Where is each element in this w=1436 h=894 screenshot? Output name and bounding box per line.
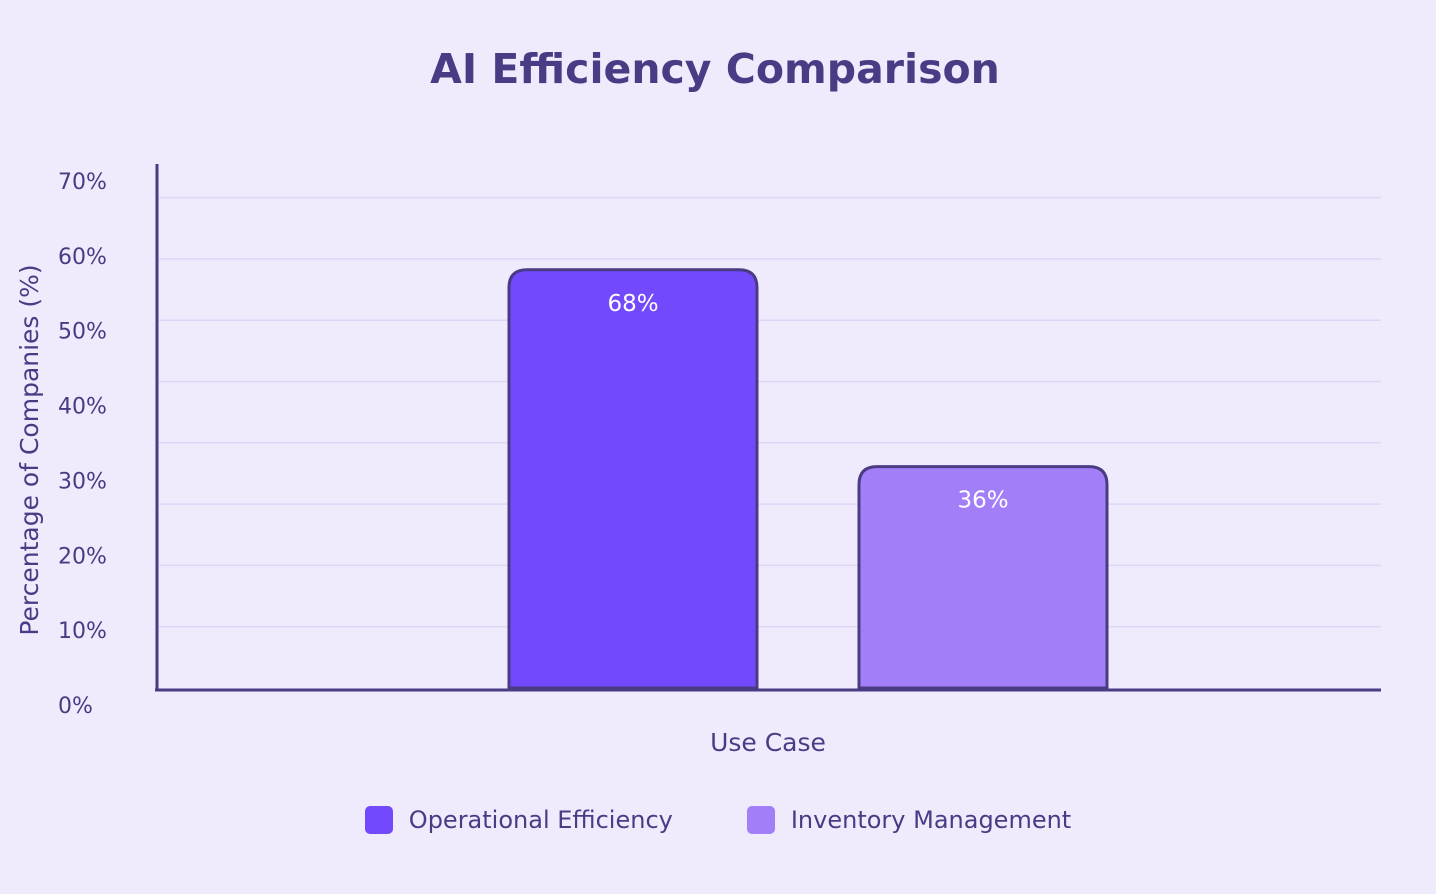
data-label: 36% — [957, 488, 1008, 514]
bars: 68% 36% — [507, 268, 1109, 690]
x-axis-label: Use Case — [710, 728, 826, 757]
data-label: 68% — [607, 291, 658, 317]
legend-label-operational-efficiency: Operational Efficiency — [408, 806, 673, 834]
legend-item-inventory-management: Inventory Management — [746, 806, 1072, 834]
y-axis-label: Percentage of Companies (%) — [15, 264, 44, 635]
y-tick-label: 70% — [58, 170, 107, 195]
legend-swatch-inventory-management — [746, 806, 775, 834]
legend-swatch-operational-efficiency — [364, 806, 393, 834]
y-tick-label: 60% — [58, 245, 107, 270]
chart-title: AI Efficiency Comparison — [430, 45, 1000, 93]
y-tick-label: 30% — [58, 469, 107, 494]
bar-operational-efficiency — [507, 268, 759, 690]
y-tick-label: 20% — [58, 544, 107, 569]
y-axis-ticks: 0% 10% 20% 30% 40% 50% 60% 70% — [58, 170, 107, 719]
legend-item-operational-efficiency: Operational Efficiency — [364, 806, 673, 834]
y-tick-label: 40% — [58, 395, 107, 420]
y-tick-label: 0% — [58, 694, 93, 719]
y-tick-label: 50% — [58, 320, 107, 345]
y-tick-label: 10% — [58, 619, 107, 644]
legend-label-inventory-management: Inventory Management — [790, 806, 1072, 834]
grid — [159, 196, 1381, 628]
bar-inventory-management — [857, 465, 1109, 690]
legend: Operational Efficiency Inventory Managem… — [0, 800, 1436, 840]
